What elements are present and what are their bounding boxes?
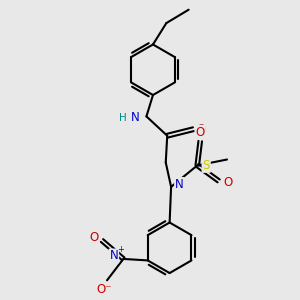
Text: O: O bbox=[196, 126, 205, 139]
Text: N: N bbox=[110, 250, 118, 262]
Text: H: H bbox=[119, 113, 127, 123]
Text: O⁻: O⁻ bbox=[96, 283, 112, 296]
Text: S: S bbox=[202, 159, 210, 172]
Text: O: O bbox=[223, 176, 232, 189]
Text: N: N bbox=[175, 178, 184, 191]
Text: +: + bbox=[117, 245, 124, 254]
Text: O: O bbox=[197, 123, 206, 136]
Text: N: N bbox=[131, 111, 140, 124]
Text: O: O bbox=[89, 231, 98, 244]
